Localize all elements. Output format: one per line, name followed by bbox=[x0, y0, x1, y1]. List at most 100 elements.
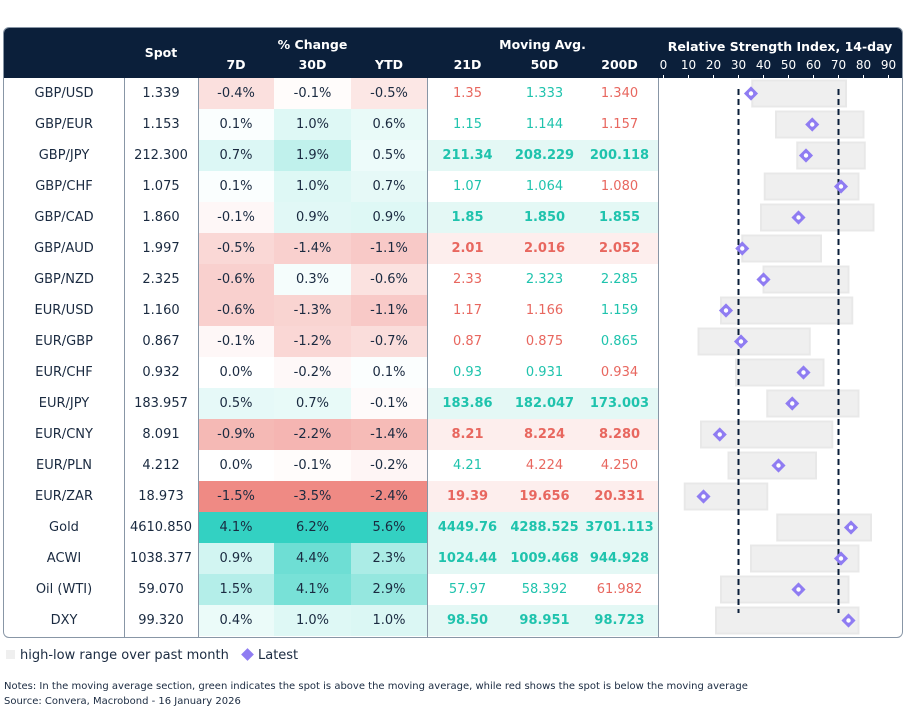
pct-change-cell: -0.1% bbox=[274, 450, 351, 481]
moving-avg-cell: 1.855 bbox=[598, 210, 641, 225]
table-row: Oil (WTI) 59.070 1.5% 4.1% 2.9% 57.97 58.392 61… bbox=[4, 574, 902, 605]
moving-avg-cell: 2.33 bbox=[453, 272, 482, 287]
moving-avg-cell: 1.144 bbox=[525, 117, 564, 132]
pct-change-cell: 1.9% bbox=[274, 140, 351, 171]
instrument-name: EUR/CHF bbox=[35, 365, 93, 380]
header-30d: 30D bbox=[298, 57, 327, 72]
table-row: EUR/CNY 8.091 -0.9% -2.2% -1.4% 8.21 8.224 8.28… bbox=[4, 419, 902, 450]
rsi-latest-center bbox=[776, 463, 781, 468]
table-row: DXY 99.320 0.4% 1.0% 1.0% 98.50 98.951 98.723 bbox=[4, 605, 902, 636]
instrument-name: GBP/USD bbox=[34, 86, 94, 101]
header-200d: 200D bbox=[601, 57, 638, 72]
moving-avg-cell: 0.931 bbox=[525, 365, 564, 380]
ma-highlight bbox=[427, 481, 658, 512]
diamond-icon bbox=[241, 648, 254, 661]
table-row: GBP/EUR 1.153 0.1% 1.0% 0.6% 1.15 1.144 1.157 bbox=[4, 109, 902, 140]
notes: Notes: In the moving average section, gr… bbox=[4, 679, 748, 709]
pct-change-cell: 0.7% bbox=[198, 140, 274, 171]
rsi-latest-center bbox=[748, 91, 754, 96]
moving-avg-cell: 2.01 bbox=[451, 241, 484, 256]
pct-change-cell: -0.1% bbox=[351, 388, 427, 419]
ma-highlight bbox=[427, 202, 658, 233]
pct-change-cell: -1.4% bbox=[351, 419, 427, 450]
spot-value: 1.997 bbox=[142, 241, 180, 256]
moving-avg-cell: 211.34 bbox=[442, 148, 493, 163]
pct-change-cell: -2.4% bbox=[351, 481, 427, 512]
header-ytd: YTD bbox=[375, 57, 403, 72]
moving-avg-cell: 1.064 bbox=[525, 179, 564, 194]
instrument-name: GBP/JPY bbox=[38, 148, 90, 163]
moving-avg-cell: 0.875 bbox=[525, 334, 564, 349]
table-row: EUR/PLN 4.212 0.0% -0.1% -0.2% 4.21 4.224 4.250 bbox=[4, 450, 902, 481]
rsi-tick-label: 20 bbox=[706, 58, 721, 72]
rsi-tick-label: 0 bbox=[660, 58, 668, 72]
ma-highlight bbox=[427, 140, 658, 171]
rsi-tick-label: 60 bbox=[806, 58, 821, 72]
moving-avg-cell: 19.656 bbox=[519, 489, 570, 504]
table-row: GBP/AUD 1.997 -0.5% -1.4% -1.1% 2.01 2.016 2.05… bbox=[4, 233, 902, 264]
spot-value: 4610.850 bbox=[129, 520, 193, 535]
moving-avg-cell: 2.052 bbox=[598, 241, 641, 256]
instrument-name: GBP/AUD bbox=[34, 241, 94, 256]
rsi-chart: 0 10 20 30 40 50 60 70 80 90 bbox=[660, 58, 896, 635]
ma-highlight bbox=[427, 233, 658, 264]
pct-change-cell: 4.1% bbox=[274, 574, 351, 605]
header-pct-change: % Change bbox=[277, 37, 348, 52]
spot-value: 4.212 bbox=[142, 458, 180, 473]
pct-change-cell: 6.2% bbox=[274, 512, 351, 543]
moving-avg-cell: 61.982 bbox=[596, 582, 643, 597]
rsi-tick-label: 80 bbox=[856, 58, 871, 72]
ma-highlight bbox=[427, 543, 658, 574]
pct-change-cell: 2.9% bbox=[351, 574, 427, 605]
pct-change-cell: -0.7% bbox=[351, 326, 427, 357]
spot-value: 212.300 bbox=[134, 148, 188, 163]
moving-avg-cell: 0.93 bbox=[453, 365, 482, 380]
moving-avg-cell: 98.951 bbox=[519, 613, 570, 628]
moving-avg-cell: 2.016 bbox=[523, 241, 566, 256]
moving-avg-cell: 0.865 bbox=[600, 334, 639, 349]
rsi-range-bar bbox=[720, 296, 854, 325]
moving-avg-cell: 8.21 bbox=[451, 427, 484, 442]
moving-avg-cell: 4.224 bbox=[525, 458, 564, 473]
range-swatch-icon bbox=[6, 650, 15, 659]
pct-change-cell: 0.0% bbox=[198, 357, 274, 388]
spot-value: 1.860 bbox=[142, 210, 180, 225]
pct-change-cell: 2.3% bbox=[351, 543, 427, 574]
rsi-range-bar bbox=[697, 327, 811, 356]
rsi-range-bar bbox=[751, 79, 847, 108]
moving-avg-cell: 4.21 bbox=[453, 458, 482, 473]
instrument-name: GBP/CHF bbox=[35, 179, 93, 194]
divider bbox=[427, 78, 428, 637]
rsi-latest-center bbox=[790, 401, 795, 406]
rsi-latest-center bbox=[810, 122, 815, 127]
instrument-name: DXY bbox=[50, 613, 78, 628]
moving-avg-cell: 1.35 bbox=[453, 86, 482, 101]
ma-highlight bbox=[427, 388, 658, 419]
pct-change-cell: -0.1% bbox=[274, 78, 351, 109]
table-header: Spot % Change 7D 30D YTD Moving Avg. 21D… bbox=[4, 28, 902, 78]
spot-value: 1.075 bbox=[142, 179, 180, 194]
header-spot: Spot bbox=[144, 45, 178, 60]
moving-avg-cell: 944.928 bbox=[589, 551, 650, 566]
pct-change-cell: 0.4% bbox=[198, 605, 274, 636]
rsi-latest-center bbox=[838, 184, 844, 189]
header-moving-avg: Moving Avg. bbox=[499, 37, 586, 52]
instrument-name: GBP/EUR bbox=[35, 117, 93, 132]
rsi-range-bar bbox=[715, 606, 860, 635]
instrument-name: ACWI bbox=[46, 551, 82, 566]
header-50d: 50D bbox=[530, 57, 559, 72]
pct-change-cell: -0.4% bbox=[198, 78, 274, 109]
moving-avg-cell: 173.003 bbox=[589, 396, 650, 411]
legend: high-low range over past month Latest bbox=[6, 648, 298, 663]
ma-highlight bbox=[427, 419, 658, 450]
rsi-latest-center bbox=[796, 215, 801, 220]
table-row: Gold 4610.850 4.1% 6.2% 5.6% 4449.76 4288.525 3… bbox=[4, 512, 902, 543]
table-row: EUR/CHF 0.932 0.0% -0.2% 0.1% 0.93 0.931 0.934 bbox=[4, 357, 902, 388]
moving-avg-cell: 1.07 bbox=[453, 179, 482, 194]
moving-avg-cell: 1.166 bbox=[525, 303, 564, 318]
rsi-tick-label: 10 bbox=[681, 58, 696, 72]
pct-change-cell: 4.1% bbox=[198, 512, 274, 543]
spot-value: 1.153 bbox=[142, 117, 180, 132]
table-row: EUR/ZAR 18.973 -1.5% -3.5% -2.4% 19.39 19.656 2… bbox=[4, 481, 902, 512]
rsi-range-bar bbox=[760, 203, 875, 232]
